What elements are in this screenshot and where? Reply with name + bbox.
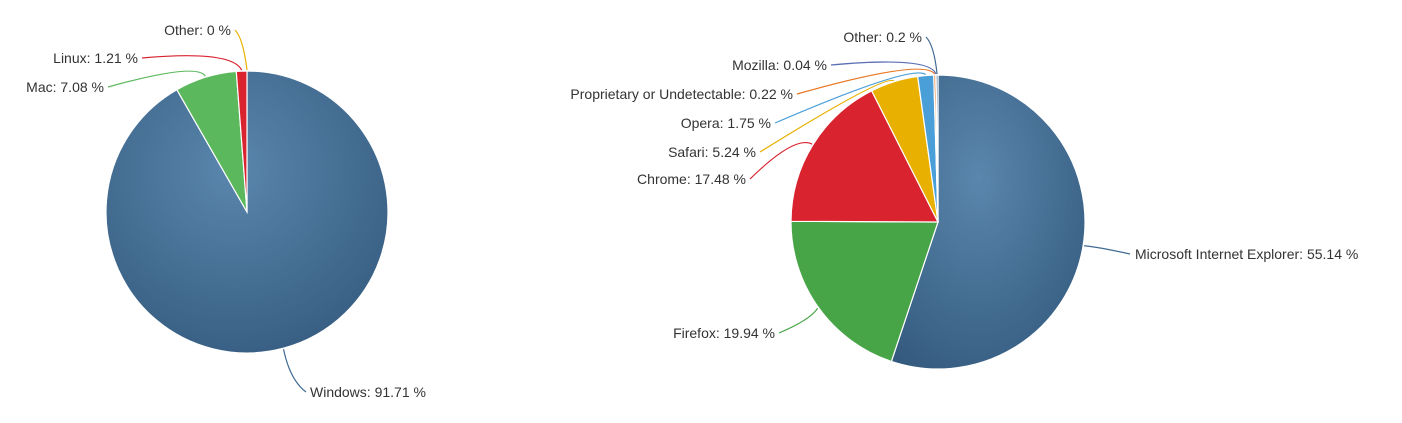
slice-firefox[interactable] bbox=[790, 220, 939, 363]
label-windows: Windows: 91.71 % bbox=[310, 384, 426, 400]
connector-microsoft-internet-explorer bbox=[1084, 245, 1131, 255]
label-mac: Mac: 7.08 % bbox=[26, 79, 104, 95]
connector-mac bbox=[107, 70, 206, 88]
connector-other bbox=[234, 29, 248, 71]
browser-pie-chart: Microsoft Internet Explorer: 55.14 % Fire… bbox=[570, 29, 1358, 370]
slice-linux[interactable] bbox=[235, 70, 248, 213]
label-safari: Safari: 5.24 % bbox=[668, 144, 756, 160]
connector-other bbox=[925, 36, 938, 75]
label-opera: Opera: 1.75 % bbox=[681, 115, 771, 131]
connector-mozilla bbox=[830, 61, 937, 75]
label-microsoft-internet-explorer: Microsoft Internet Explorer: 55.14 % bbox=[1135, 246, 1358, 262]
label-other: Other: 0 % bbox=[164, 22, 231, 38]
label-other: Other: 0.2 % bbox=[843, 29, 922, 45]
label-proprietary-or-undetectable: Proprietary or Undetectable: 0.22 % bbox=[570, 86, 793, 102]
label-linux: Linux: 1.21 % bbox=[53, 50, 138, 66]
label-chrome: Chrome: 17.48 % bbox=[637, 171, 746, 187]
slice-chrome[interactable] bbox=[790, 90, 939, 223]
label-firefox: Firefox: 19.94 % bbox=[673, 325, 775, 341]
slice-other[interactable] bbox=[935, 74, 939, 223]
connector-firefox bbox=[778, 307, 819, 334]
label-mozilla: Mozilla: 0.04 % bbox=[732, 57, 827, 73]
connector-safari bbox=[759, 79, 895, 153]
connector-proprietary-or-undetectable bbox=[796, 68, 936, 95]
slice-microsoft-internet-explorer[interactable] bbox=[890, 74, 1086, 370]
os-pie-chart: Windows: 91.71 % Mac: 7.08 % Linux: 1.21 %… bbox=[26, 22, 426, 400]
connector-chrome bbox=[749, 142, 813, 180]
connector-windows bbox=[282, 349, 307, 393]
connector-opera bbox=[774, 72, 926, 124]
connector-linux bbox=[141, 55, 243, 71]
